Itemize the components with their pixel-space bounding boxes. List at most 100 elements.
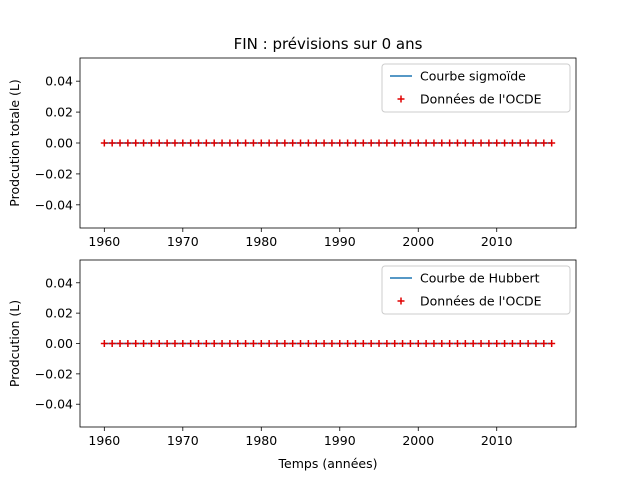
top-x-tick-label: 2010 — [481, 234, 513, 249]
top-data-point — [155, 139, 163, 147]
bottom-data-point — [516, 340, 524, 347]
top-legend: Courbe sigmoïde Données de l'OCDE — [381, 63, 571, 113]
bottom-data-point — [100, 340, 108, 347]
bottom-data-point — [281, 340, 289, 347]
top-legend-box — [381, 63, 571, 113]
bottom-data-point — [108, 340, 116, 347]
top-data-point — [140, 139, 148, 147]
top-x-tick-label: 1970 — [167, 234, 199, 249]
bottom-data-point — [312, 340, 320, 347]
bottom-data-point — [320, 340, 328, 347]
top-data-point — [375, 139, 383, 147]
top-data-point — [187, 139, 195, 147]
top-data-point — [289, 139, 297, 147]
top-data-point — [171, 139, 179, 147]
bottom-x-tick-label: 1960 — [88, 433, 120, 448]
top-data-point — [438, 139, 446, 147]
bottom-data-point — [414, 340, 422, 347]
top-data-point — [108, 139, 116, 147]
top-data-point — [179, 139, 187, 147]
bottom-legend: Courbe de Hubbert Données de l'OCDE — [381, 265, 571, 315]
bottom-data-point — [234, 340, 242, 347]
bottom-data-point — [132, 340, 140, 347]
top-data-point — [234, 139, 242, 147]
top-data-point — [202, 139, 210, 147]
top-data-point — [430, 139, 438, 147]
top-data-point — [508, 139, 516, 147]
bottom-data-point — [179, 340, 187, 347]
bottom-data-point — [548, 340, 556, 347]
top-y-tick-label: 0.02 — [45, 105, 73, 120]
bottom-data-point — [249, 340, 257, 347]
top-data-point — [422, 139, 430, 147]
top-data-point — [124, 139, 132, 147]
bottom-data-point — [210, 340, 218, 347]
bottom-legend-label: Courbe de Hubbert — [420, 271, 540, 286]
top-y-tick-label: −0.04 — [35, 197, 73, 212]
bottom-data-point — [399, 340, 407, 347]
bottom-data-point — [257, 340, 265, 347]
bottom-data-point — [383, 340, 391, 347]
bottom-x-tick-label: 1970 — [167, 433, 199, 448]
bottom-data-point — [524, 340, 532, 347]
top-data-point — [147, 139, 155, 147]
top-legend-label: Données de l'OCDE — [420, 92, 542, 107]
top-data-point — [226, 139, 234, 147]
top-data-point — [477, 139, 485, 147]
bottom-x-tick-label: 2010 — [481, 433, 513, 448]
bottom-data-point — [304, 340, 312, 347]
bottom-y-tick-label: 0.00 — [45, 336, 73, 351]
bottom-data-point — [336, 340, 344, 347]
bottom-y-tick-label: −0.04 — [35, 397, 73, 412]
bottom-data-point — [344, 340, 352, 347]
bottom-data-point — [242, 340, 250, 347]
top-data-point — [328, 139, 336, 147]
bottom-data-point — [289, 340, 297, 347]
top-data-point — [548, 139, 556, 147]
bottom-data-point — [265, 340, 273, 347]
bottom-data-point — [485, 340, 493, 347]
top-data-point — [524, 139, 532, 147]
bottom-data-point — [438, 340, 446, 347]
bottom-legend-box — [381, 265, 571, 315]
top-data-point — [281, 139, 289, 147]
bottom-data-point — [446, 340, 454, 347]
bottom-y-axis-label: Prodcution (L) — [7, 300, 22, 387]
bottom-data-point — [367, 340, 375, 347]
top-legend-label: Courbe sigmoïde — [420, 69, 526, 84]
top-data-point — [461, 139, 469, 147]
bottom-data-point — [163, 340, 171, 347]
top-data-point — [312, 139, 320, 147]
top-y-tick-label: −0.02 — [35, 166, 73, 181]
bottom-data-point — [140, 340, 148, 347]
top-data-point — [249, 139, 257, 147]
bottom-x-tick-label: 1990 — [324, 433, 356, 448]
bottom-data-point — [124, 340, 132, 347]
top-data-point — [210, 139, 218, 147]
bottom-data-point — [477, 340, 485, 347]
top-data-point — [367, 139, 375, 147]
bottom-x-tick-label: 2000 — [402, 433, 434, 448]
top-data-point — [132, 139, 140, 147]
top-data-point — [195, 139, 203, 147]
top-data-point — [273, 139, 281, 147]
top-y-tick-label: 0.00 — [45, 136, 73, 151]
bottom-data-point — [195, 340, 203, 347]
bottom-data-point — [202, 340, 210, 347]
top-data-point — [406, 139, 414, 147]
bottom-data-point — [453, 340, 461, 347]
bottom-data-point — [155, 340, 163, 347]
bottom-y-tick-label: −0.02 — [35, 366, 73, 381]
bottom-axes: 1960 1970 1980 1990 2000 2010 0.04 0.02 0.00 −0.0… — [7, 259, 577, 448]
top-data-point — [501, 139, 509, 147]
bottom-data-point — [297, 340, 305, 347]
bottom-data-point — [391, 340, 399, 347]
bottom-y-tick-label: 0.04 — [45, 275, 73, 290]
bottom-data-point — [351, 340, 359, 347]
bottom-data-point — [218, 340, 226, 347]
top-x-tick-label: 1960 — [88, 234, 120, 249]
top-data-point — [414, 139, 422, 147]
bottom-data-point — [461, 340, 469, 347]
top-data-point — [493, 139, 501, 147]
